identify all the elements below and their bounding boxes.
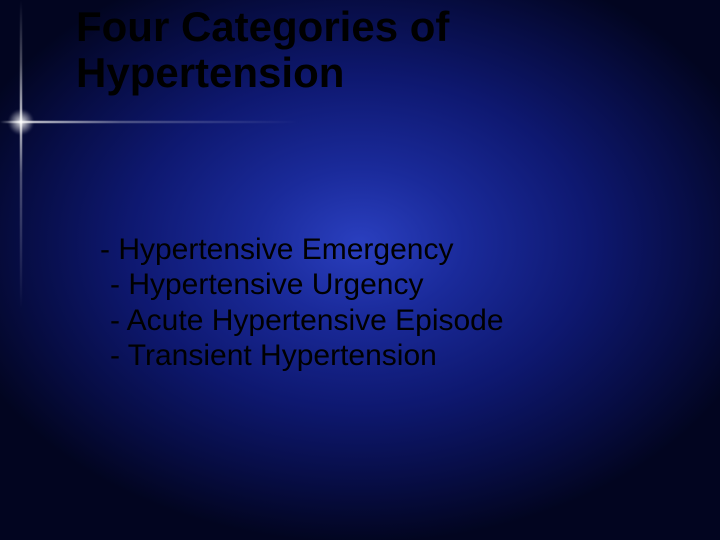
lens-flare-core bbox=[8, 109, 34, 135]
bullet-item: - Transient Hypertension bbox=[100, 338, 504, 373]
slide: Four Categories of Hypertension - Hypert… bbox=[0, 0, 720, 540]
bullet-item: - Hypertensive Emergency bbox=[100, 232, 504, 267]
title-line-1: Four Categories of bbox=[76, 4, 449, 50]
lens-flare-vertical bbox=[20, 0, 22, 310]
bullet-item: - Acute Hypertensive Episode bbox=[100, 303, 504, 338]
lens-flare-horizontal bbox=[0, 121, 300, 123]
bullet-item: - Hypertensive Urgency bbox=[100, 267, 504, 302]
slide-title: Four Categories of Hypertension bbox=[76, 4, 449, 96]
slide-body: - Hypertensive Emergency - Hypertensive … bbox=[100, 232, 504, 374]
title-line-2: Hypertension bbox=[76, 50, 449, 96]
